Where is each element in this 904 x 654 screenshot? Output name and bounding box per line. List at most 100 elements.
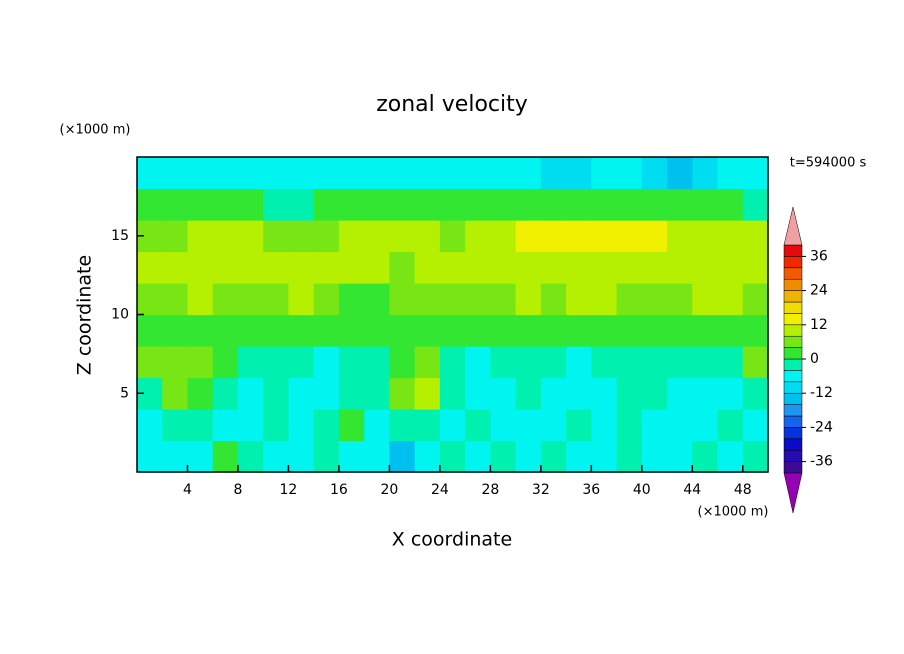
contour-cell bbox=[742, 314, 769, 347]
colorbar-tick-label: 12 bbox=[810, 317, 828, 333]
contour-cell bbox=[717, 157, 744, 190]
contour-cell bbox=[137, 157, 163, 190]
colorbar-box bbox=[783, 370, 803, 383]
contour-cell bbox=[692, 440, 719, 473]
contour-cell bbox=[389, 314, 416, 347]
contour-cell bbox=[742, 188, 769, 221]
contour-cell bbox=[338, 409, 365, 442]
contour-cell bbox=[162, 220, 189, 253]
contour-cell bbox=[389, 440, 416, 473]
colorbar-tick-label: -36 bbox=[810, 454, 833, 470]
contour-cell bbox=[515, 377, 542, 410]
contour-cell bbox=[237, 314, 264, 347]
contour-cell bbox=[616, 346, 643, 379]
contour-cell bbox=[414, 409, 441, 442]
contour-cell bbox=[389, 377, 416, 410]
contour-cell bbox=[237, 157, 264, 190]
contour-cell bbox=[591, 440, 618, 473]
contour-cell bbox=[237, 346, 264, 379]
contour-cell bbox=[237, 283, 264, 316]
contour-cell bbox=[667, 440, 693, 473]
contour-cell bbox=[742, 409, 769, 442]
contour-cell bbox=[212, 409, 239, 442]
contour-cell bbox=[389, 346, 416, 379]
contour-cell bbox=[515, 157, 542, 190]
colorbar-box bbox=[783, 256, 803, 269]
contour-cell bbox=[742, 377, 769, 410]
colorbar-box bbox=[783, 438, 803, 451]
contour-cell bbox=[566, 188, 592, 221]
contour-cell bbox=[717, 251, 744, 284]
contour-cell bbox=[566, 440, 592, 473]
colorbar-box bbox=[783, 267, 803, 280]
contour-cell bbox=[667, 377, 693, 410]
contour-cell bbox=[263, 409, 290, 442]
contour-cell bbox=[692, 377, 719, 410]
contour-cell bbox=[717, 188, 744, 221]
contour-cell bbox=[515, 251, 542, 284]
contour-cell bbox=[566, 346, 592, 379]
colorbar-box bbox=[783, 392, 803, 405]
contour-cell bbox=[641, 314, 668, 347]
x-axis-label: X coordinate bbox=[392, 529, 512, 551]
contour-cell bbox=[237, 251, 264, 284]
contour-cell bbox=[364, 346, 390, 379]
contour-cell bbox=[591, 409, 618, 442]
contour-cell bbox=[667, 283, 693, 316]
contour-cell bbox=[692, 188, 719, 221]
contour-cell bbox=[540, 314, 567, 347]
contour-cell bbox=[566, 314, 592, 347]
contour-cell bbox=[414, 377, 441, 410]
contour-cell bbox=[162, 188, 189, 221]
contour-cell bbox=[338, 220, 365, 253]
contour-cell bbox=[288, 220, 315, 253]
contour-cell bbox=[288, 157, 315, 190]
contour-cell bbox=[439, 283, 466, 316]
contour-cell bbox=[641, 440, 668, 473]
contour-cell bbox=[187, 220, 214, 253]
x-tick-label: 28 bbox=[481, 482, 499, 498]
contour-cell bbox=[490, 220, 517, 253]
contour-cell bbox=[742, 251, 769, 284]
colorbar-box bbox=[783, 244, 803, 257]
contour-cell bbox=[187, 409, 214, 442]
contour-cell bbox=[364, 188, 390, 221]
contour-cell bbox=[414, 440, 441, 473]
contour-cell bbox=[137, 283, 163, 316]
contour-cell bbox=[465, 314, 491, 347]
contour-cell bbox=[187, 440, 214, 473]
contour-cell bbox=[667, 314, 693, 347]
colorbar-box bbox=[783, 278, 803, 291]
colorbar-box bbox=[783, 324, 803, 337]
contour-cell bbox=[212, 220, 239, 253]
contour-cell bbox=[414, 157, 441, 190]
contour-cell bbox=[187, 157, 214, 190]
contour-cell bbox=[566, 220, 592, 253]
contour-cell bbox=[641, 157, 668, 190]
contour-cell bbox=[288, 346, 315, 379]
contour-cell bbox=[439, 440, 466, 473]
contour-cell bbox=[692, 157, 719, 190]
contour-cell bbox=[187, 251, 214, 284]
contour-cell bbox=[465, 188, 491, 221]
contour-cell bbox=[338, 377, 365, 410]
contour-cell bbox=[338, 314, 365, 347]
contour-cell bbox=[692, 409, 719, 442]
contour-cell bbox=[137, 409, 163, 442]
contour-cell bbox=[490, 157, 517, 190]
contour-cell bbox=[439, 251, 466, 284]
contour-cell bbox=[338, 440, 365, 473]
contour-cell bbox=[288, 314, 315, 347]
contour-cell bbox=[641, 346, 668, 379]
contour-cell bbox=[465, 377, 491, 410]
contour-cell bbox=[364, 440, 390, 473]
contour-cell bbox=[288, 188, 315, 221]
contour-cell bbox=[490, 440, 517, 473]
contour-cell bbox=[717, 377, 744, 410]
contour-cell bbox=[212, 377, 239, 410]
contour-cell bbox=[667, 346, 693, 379]
contour-cell bbox=[187, 188, 214, 221]
contour-cell bbox=[465, 283, 491, 316]
contour-cell bbox=[338, 157, 365, 190]
